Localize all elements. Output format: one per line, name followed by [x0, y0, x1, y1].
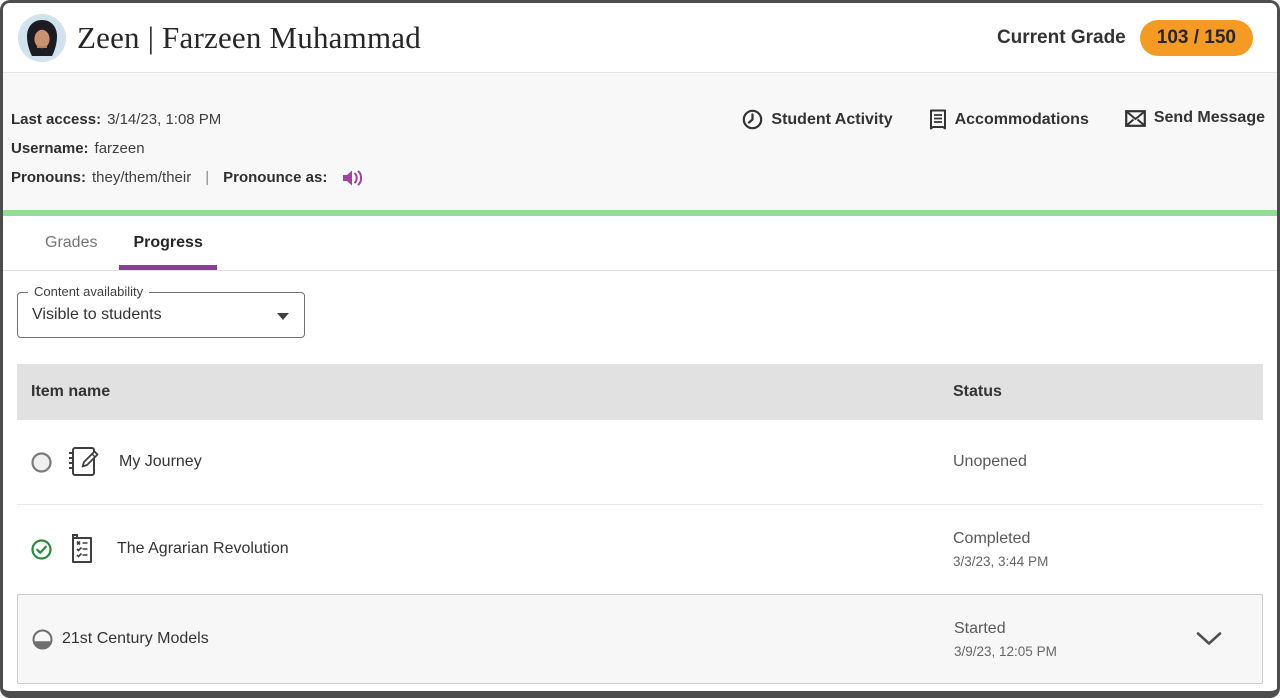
send-message-label: Send Message: [1153, 109, 1265, 126]
divider: |: [205, 169, 210, 186]
status-cell: Unopened: [953, 452, 1027, 472]
last-access-label: Last access:: [11, 111, 102, 128]
completed-check-icon: [31, 538, 52, 560]
expand-module-button[interactable]: [1196, 632, 1222, 647]
test-checklist-icon: [65, 531, 99, 567]
student-info-lines: Last access: 3/14/23, 1:08 PM Username: …: [11, 105, 363, 210]
status-text: Unopened: [953, 453, 1027, 470]
pronouns-label: Pronouns:: [11, 169, 86, 186]
table-row: My Journey Unopened: [17, 420, 1263, 505]
last-access-line: Last access: 3/14/23, 1:08 PM: [11, 105, 363, 134]
document-lines-icon: [929, 109, 946, 130]
table-header: Item name Status: [17, 364, 1263, 420]
column-status: Status: [953, 383, 1002, 400]
last-access-value: 3/14/23, 1:08 PM: [107, 111, 222, 128]
column-item-name: Item name: [31, 383, 111, 400]
status-text: Completed: [953, 530, 1031, 547]
caret-down-icon: [277, 313, 289, 320]
progress-table: Item name Status: [17, 364, 1263, 684]
item-name: The Agrarian Revolution: [117, 540, 289, 557]
progress-content: Content availability Visible to students…: [3, 271, 1277, 684]
username-value: farzeen: [94, 140, 145, 157]
username-line: Username: farzeen: [11, 134, 363, 163]
avatar-image: [19, 14, 65, 61]
tab-progress[interactable]: Progress: [119, 216, 218, 270]
pronouns-line: Pronouns: they/them/their | Pronounce as…: [11, 163, 363, 192]
page-header: Zeen | Farzeen Muhammad Current Grade 10…: [3, 3, 1277, 72]
status-cell: Completed 3/3/23, 3:44 PM: [953, 529, 1048, 569]
current-grade-label: Current Grade: [996, 26, 1126, 48]
student-actions: Student Activity Accommodations Send Mes…: [742, 109, 1267, 210]
chevron-down-icon: [1196, 632, 1222, 645]
pronounce-play-button[interactable]: [341, 169, 363, 187]
pronouns-value: they/them/their: [92, 169, 192, 186]
content-availability-select[interactable]: Content availability Visible to students: [17, 284, 305, 338]
student-activity-label: Student Activity: [771, 110, 893, 128]
status-date: 3/3/23, 3:44 PM: [953, 554, 1049, 569]
status-cell: Started 3/9/23, 12:05 PM: [954, 619, 1057, 659]
send-message-button[interactable]: Send Message: [1124, 109, 1265, 127]
module-row-21st-century-models[interactable]: 21st Century Models Started 3/9/23, 12:0…: [17, 594, 1263, 684]
tab-grades[interactable]: Grades: [31, 216, 111, 270]
course-accent-bar: [3, 210, 1277, 216]
pronounce-as-label: Pronounce as:: [223, 169, 328, 186]
clock-icon: [743, 109, 763, 130]
status-text: Started: [954, 620, 1006, 637]
username-label: Username:: [11, 140, 89, 157]
accommodations-button[interactable]: Accommodations: [929, 109, 1089, 130]
envelope-icon: [1124, 109, 1146, 127]
status-date: 3/9/23, 12:05 PM: [954, 644, 1057, 659]
started-half-circle-icon: [32, 629, 53, 650]
content-availability-value: Visible to students: [32, 306, 162, 323]
accommodations-label: Accommodations: [954, 110, 1089, 128]
page-title: Zeen | Farzeen Muhammad: [77, 19, 421, 55]
table-row: The Agrarian Revolution Completed 3/3/23…: [17, 505, 1263, 593]
student-avatar: [19, 14, 65, 61]
tab-bar: Grades Progress: [3, 216, 1277, 271]
header-grade-area: Current Grade 103 / 150: [996, 19, 1253, 56]
content-availability-label: Content availability: [28, 284, 150, 299]
student-activity-button[interactable]: Student Activity: [742, 109, 893, 130]
student-info-band: Last access: 3/14/23, 1:08 PM Username: …: [3, 72, 1277, 210]
journal-icon: [65, 444, 101, 480]
current-grade-pill[interactable]: 103 / 150: [1139, 19, 1253, 56]
speaker-icon: [343, 170, 363, 185]
unopened-circle-icon: [31, 451, 52, 473]
item-name: My Journey: [119, 453, 202, 470]
item-name: 21st Century Models: [62, 630, 209, 647]
